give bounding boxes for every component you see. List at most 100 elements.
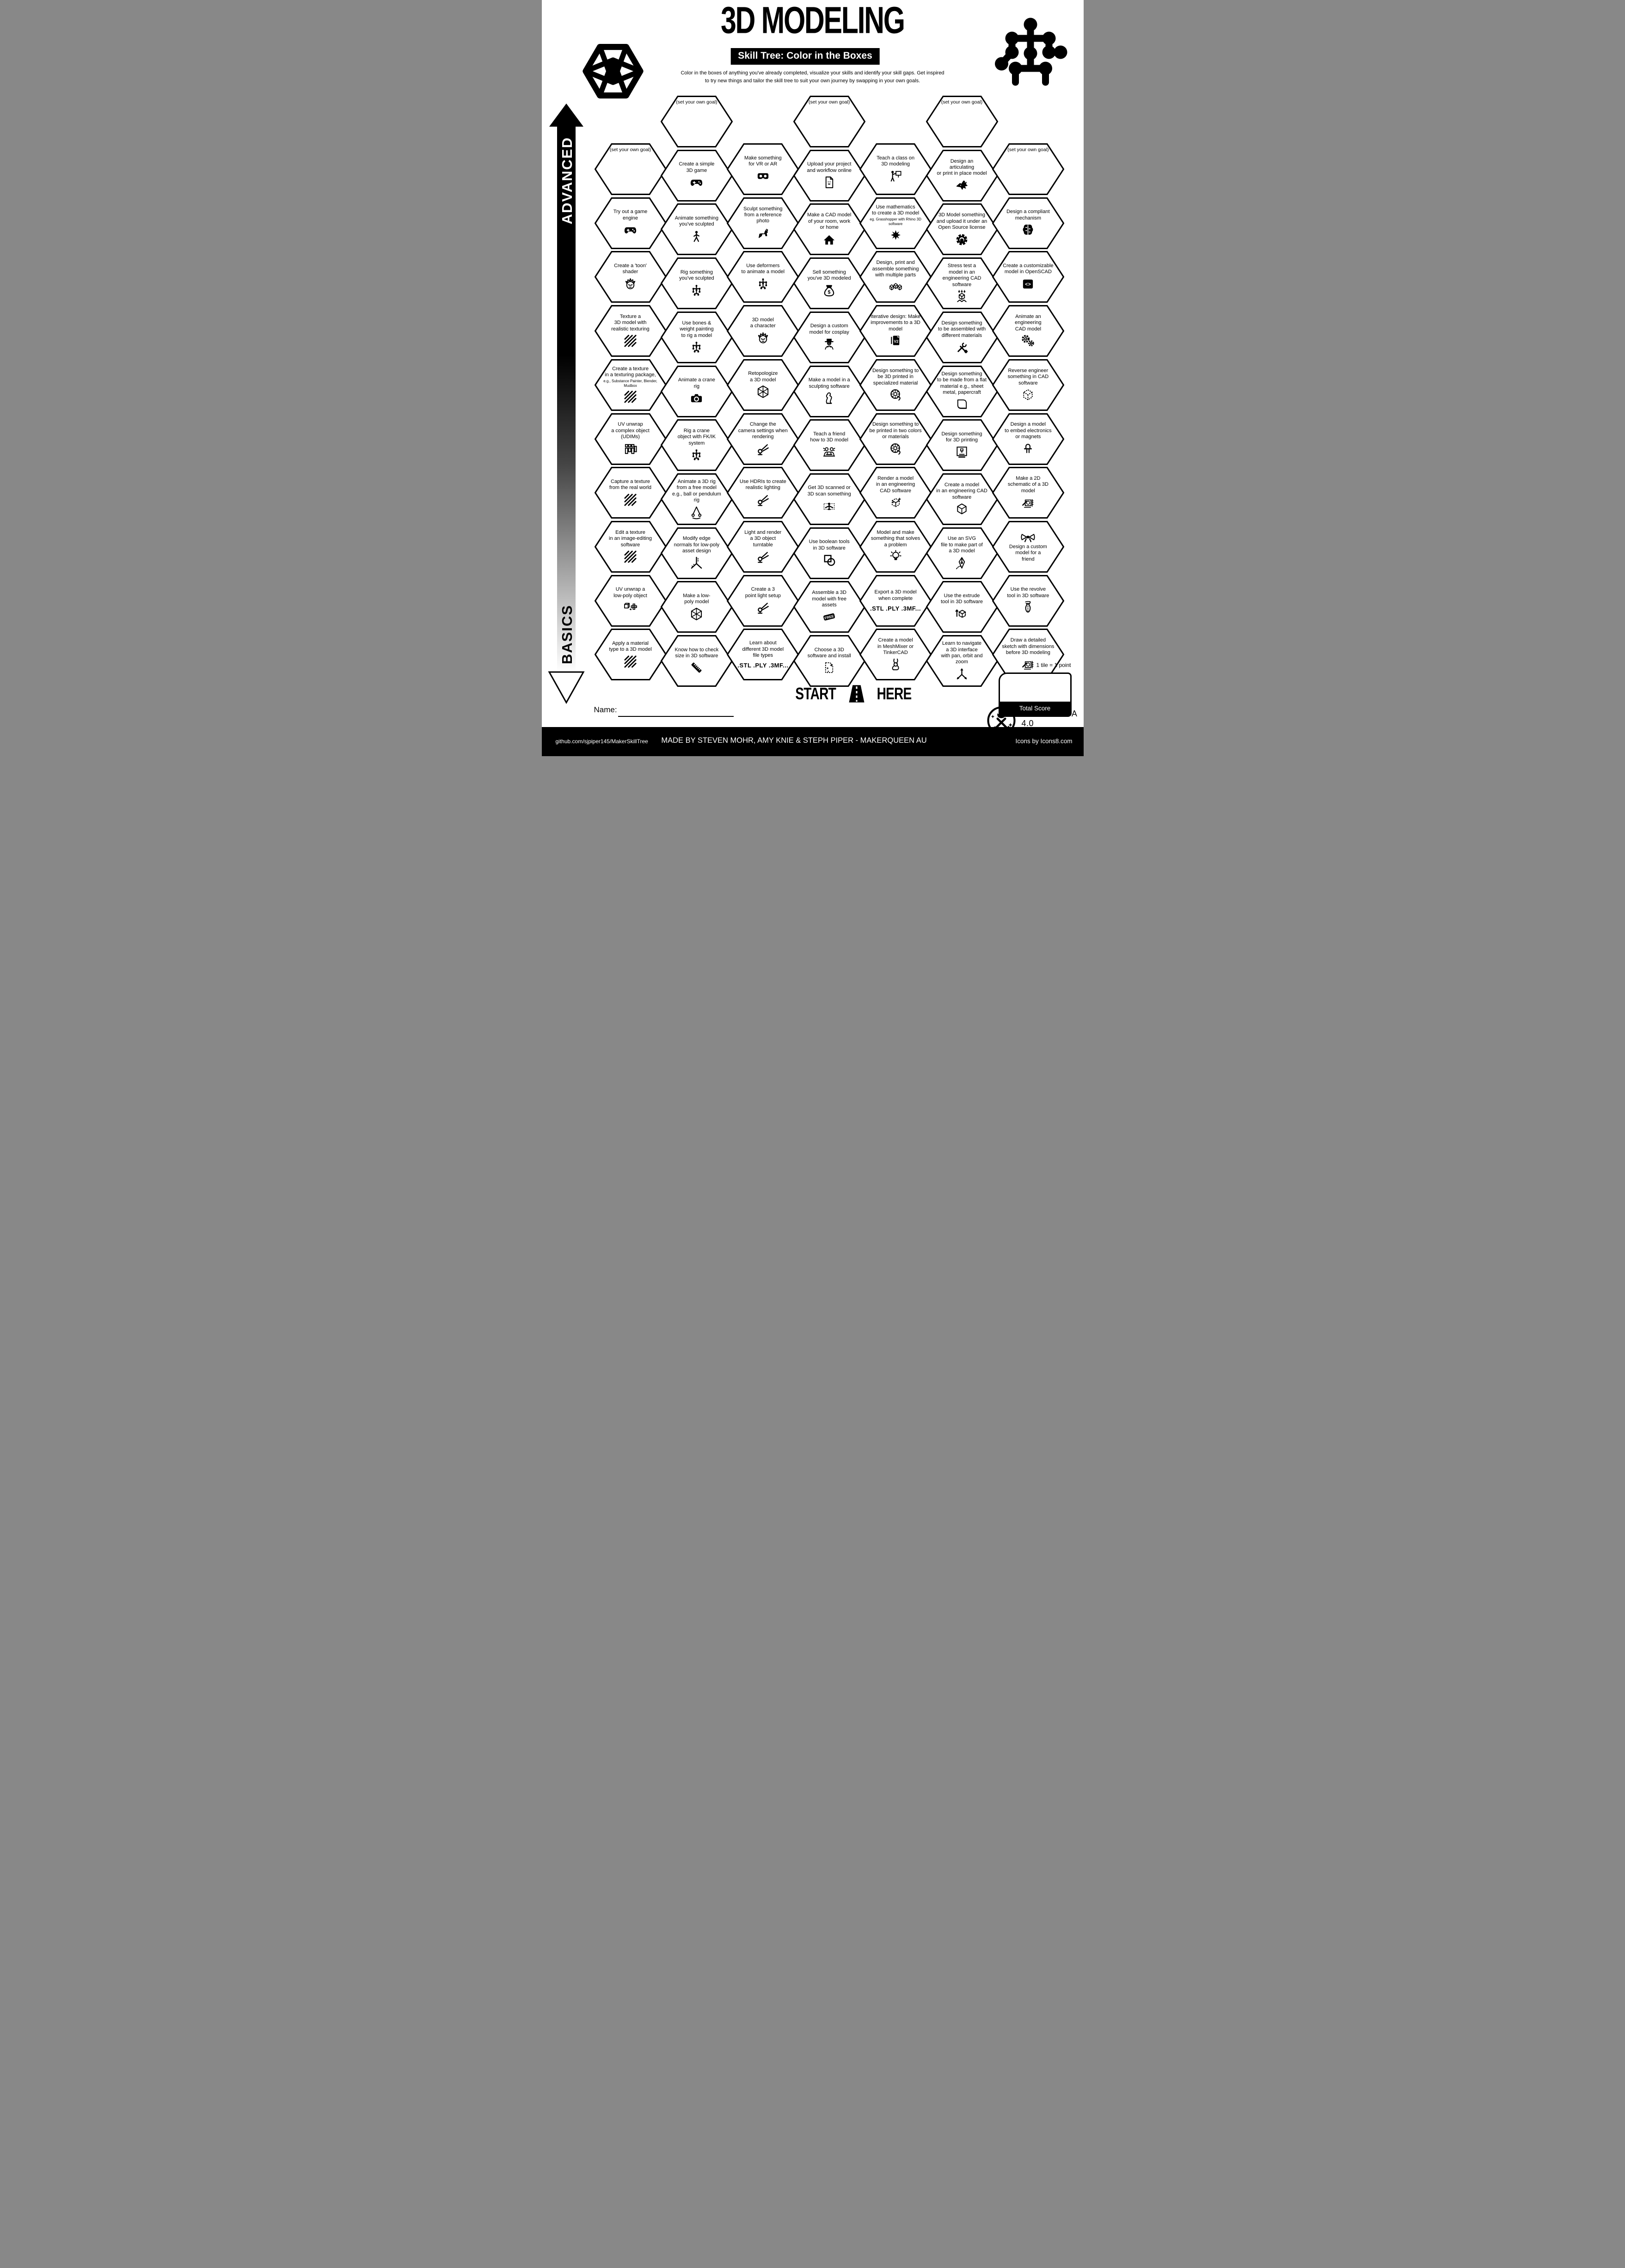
hex-tile[interactable]: (set your own goal) — [660, 96, 733, 147]
vase-icon — [1021, 600, 1035, 615]
hex-tile[interactable]: Animate an engineering CAD model — [992, 305, 1064, 357]
hex-tile[interactable]: Design a custom model for a friend — [992, 520, 1064, 573]
hex-tile[interactable]: Learn about different 3D model file type… — [727, 629, 799, 681]
hex-tile[interactable]: Use bones & weight painting to rig a mod… — [660, 311, 733, 363]
hex-outline — [926, 149, 998, 202]
hex-tile[interactable]: Make a 2D schematic of a 3D model — [992, 467, 1064, 519]
hex-tile[interactable]: Design something for 3D printing — [926, 419, 998, 471]
hex-tile[interactable]: Use the revolve tool in 3D software — [992, 575, 1064, 627]
hex-tile[interactable]: (set your own goal) — [594, 143, 667, 195]
hex-tile[interactable]: Export a 3D model when complete .STL .PLY… — [859, 575, 932, 627]
hex-tile[interactable]: Rig something you've sculpted — [660, 257, 733, 310]
total-score-box[interactable]: Total Score — [998, 672, 1072, 717]
hex-tile[interactable]: Iterative design: Make improvements to a… — [859, 305, 932, 357]
hex-outline — [859, 467, 932, 519]
hex-tile[interactable]: Choose a 3D software and install — [793, 635, 865, 687]
hex-tile[interactable]: Make a low- poly model — [660, 581, 733, 633]
hex-content: Export a 3D model when complete .STL .PLY… — [859, 575, 932, 627]
hex-tile[interactable]: Modify edge normals for low-poly asset d… — [660, 527, 733, 579]
hex-content: (set your own goal) — [595, 143, 667, 195]
hex-tile[interactable]: Design something to be 3D printed in spe… — [859, 359, 932, 411]
hex-tile[interactable]: Design a compliant mechanism — [992, 197, 1064, 249]
hex-title: Animate a crane rig — [678, 377, 715, 389]
hex-tile[interactable]: Edit a texture in an image-editing softw… — [594, 520, 667, 573]
hex-tile[interactable]: Use an SVG file to make part of a 3D mod… — [926, 527, 998, 579]
hex-tile[interactable]: Know how to check size in 3D software — [660, 635, 733, 687]
hex-tile[interactable]: Make a CAD model of your room, work or h… — [793, 203, 865, 256]
spotlight-icon — [756, 550, 770, 564]
hex-title: Design something to be made from a flat … — [937, 371, 987, 395]
footer-github-link[interactable]: github.com/sjpiper145/MakerSkillTree — [555, 738, 648, 745]
hex-tile[interactable]: Animate something you've sculpted — [660, 203, 733, 256]
hex-tile[interactable]: Try out a game engine — [594, 197, 667, 249]
hex-tile[interactable]: Change the camera settings when renderin… — [727, 413, 799, 465]
tile-point-note: 1 tile = 1 point — [1036, 662, 1071, 668]
hex-tile[interactable]: Reverse engineer something in CAD softwa… — [992, 359, 1064, 411]
hex-tile[interactable]: Animate a crane rig — [660, 365, 733, 417]
hex-outline — [594, 197, 667, 249]
hex-tile[interactable]: Teach a friend how to 3D model — [793, 419, 865, 471]
hex-tile[interactable]: Assemble a 3D model with free assets — [793, 581, 865, 633]
hex-tile[interactable]: Light and render a 3D object turntable — [727, 520, 799, 573]
hex-content: Use HDRIs to create realistic lighting — [727, 467, 799, 519]
hex-content: Sculpt something from a reference photo — [727, 197, 799, 249]
hex-tile[interactable]: UV unwrap a low-poly object — [594, 575, 667, 627]
hex-title: Make a model in a sculpting software — [808, 377, 850, 389]
hex-content: Design an articulating or print in place… — [926, 150, 998, 202]
hex-tile[interactable]: (set your own goal) — [926, 96, 998, 147]
hex-tile[interactable]: (set your own goal) — [992, 143, 1064, 195]
hex-outline — [926, 96, 998, 147]
hex-tile[interactable]: Use HDRIs to create realistic lighting — [727, 467, 799, 519]
hex-tile[interactable]: Create a texture in a texturing package,… — [594, 359, 667, 411]
hex-title: Animate an engineering CAD model — [1015, 313, 1042, 332]
hex-tile[interactable]: 3D model a character — [727, 305, 799, 357]
hex-tile[interactable]: Capture a texture from the real world — [594, 467, 667, 519]
hex-tile[interactable]: Design an articulating or print in place… — [926, 149, 998, 202]
hex-tile[interactable]: Sculpt something from a reference photo — [727, 197, 799, 249]
hex-tile[interactable]: Make something for VR or AR — [727, 143, 799, 195]
hex-tile[interactable]: Create a model in MeshMixer or TinkerCAD — [859, 629, 932, 681]
hex-tile[interactable]: Use mathematics to create a 3D model eg. … — [859, 197, 932, 249]
normals-icon — [689, 556, 704, 570]
hex-tile[interactable]: 3D Model something and upload it under a… — [926, 203, 998, 256]
hex-tile[interactable]: Stress test a model in an engineering CA… — [926, 257, 998, 310]
hex-tile[interactable]: Use deformers to animate a model — [727, 251, 799, 303]
hex-content: Learn to navigate a 3D interface with pa… — [926, 635, 998, 687]
hex-tile[interactable]: Design a custom model for cosplay — [793, 311, 865, 363]
hex-tile[interactable]: Design something to be assembled with di… — [926, 311, 998, 363]
name-input-line[interactable] — [618, 716, 734, 717]
hex-tile[interactable]: Get 3D scanned or 3D scan something — [793, 473, 865, 525]
hex-tile[interactable]: Rig a crane object with FK/IK system — [660, 419, 733, 471]
hex-tile[interactable]: Use the extrude tool in 3D software — [926, 581, 998, 633]
hex-tile[interactable]: Make a model in a sculpting software — [793, 365, 865, 417]
hex-tile[interactable]: Design something to be printed in two co… — [859, 413, 932, 465]
hex-tile[interactable]: Model and make something that solves a p… — [859, 520, 932, 573]
hex-tile[interactable]: Retopologize a 3D model — [727, 359, 799, 411]
hex-outline — [992, 520, 1064, 573]
hex-tile[interactable]: UV unwrap a complex object (UDIMs) — [594, 413, 667, 465]
hex-tile[interactable]: Design, print and assemble something wit… — [859, 251, 932, 303]
hex-tile[interactable]: Apply a material type to a 3D model — [594, 629, 667, 681]
hex-tile[interactable]: Texture a 3D model with realistic textur… — [594, 305, 667, 357]
hex-tile[interactable]: Animate a 3D rig from a free model e.g.,… — [660, 473, 733, 525]
hex-tile[interactable]: Render a model in an engineering CAD sof… — [859, 467, 932, 519]
hex-tile[interactable]: Create a 3 point light setup — [727, 575, 799, 627]
hex-tile[interactable]: Upload your project and workflow online — [793, 149, 865, 202]
hex-tile[interactable]: Teach a class on 3D modeling — [859, 143, 932, 195]
hex-tile[interactable]: Create a simple 3D game — [660, 149, 733, 202]
hex-tile[interactable]: Use boolean tools in 3D software — [793, 527, 865, 579]
hex-tile[interactable]: Design a model to embed electronics or m… — [992, 413, 1064, 465]
hex-tile[interactable]: (set your own goal) — [793, 96, 865, 147]
hex-content: Create a texture in a texturing package,… — [595, 359, 667, 411]
udim-icon — [623, 442, 638, 456]
hex-tile[interactable]: Design something to be made from a flat … — [926, 365, 998, 417]
hex-outline — [594, 575, 667, 627]
hex-title: Make something for VR or AR — [744, 155, 782, 167]
hex-tile[interactable]: Draw a detailed sketch with dimensions b… — [992, 629, 1064, 681]
hex-tile[interactable]: Create a 'toon' shader — [594, 251, 667, 303]
hex-tile[interactable]: Sell something you've 3D modeled — [793, 257, 865, 310]
hex-tile[interactable]: Learn to navigate a 3D interface with pa… — [926, 635, 998, 687]
hex-outline — [926, 419, 998, 471]
hex-tile[interactable]: Create a model in an engineering CAD sof… — [926, 473, 998, 525]
hex-tile[interactable]: Create a customizable model in OpenSCAD — [992, 251, 1064, 303]
